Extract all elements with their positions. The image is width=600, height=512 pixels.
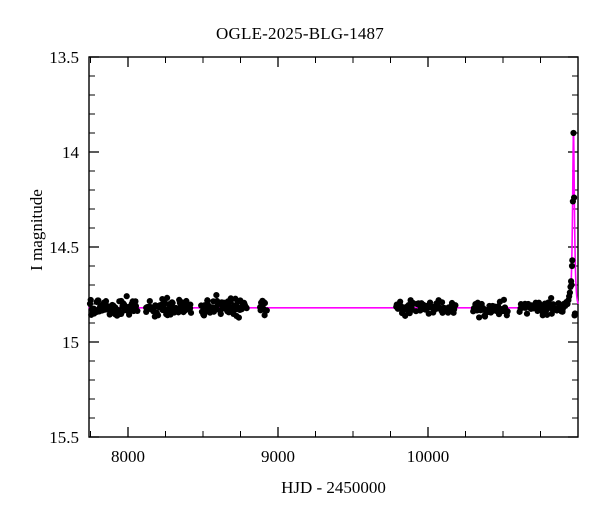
y-tick-label: 13.5 [49,48,79,67]
data-points [86,129,579,321]
x-tick-label: 10000 [407,447,450,466]
chart-title: OGLE-2025-BLG-1487 [216,24,384,43]
x-tick-label: 8000 [111,447,145,466]
x-axis-tick-labels: 8000 9000 10000 [111,447,449,466]
y-axis-tick-labels: 13.5 14 14.5 15 15.5 [49,48,79,447]
x-axis-ticks [90,57,579,437]
y-tick-label: 15 [62,333,79,352]
y-tick-label: 14 [62,143,80,162]
axis-frame [88,56,579,438]
y-tick-label: 14.5 [49,238,79,257]
x-axis-label: HJD - 2450000 [281,478,386,497]
x-tick-label: 9000 [261,447,295,466]
y-tick-label: 15.5 [49,428,79,447]
y-axis-ticks [89,56,578,438]
model-curve [88,129,579,309]
